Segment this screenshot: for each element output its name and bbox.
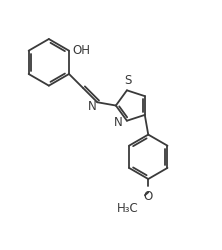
Text: S: S [124,74,132,87]
Text: O: O [144,189,153,202]
Text: OH: OH [72,44,90,57]
Text: N: N [114,116,123,129]
Text: N: N [88,100,97,113]
Text: H₃C: H₃C [117,201,138,214]
